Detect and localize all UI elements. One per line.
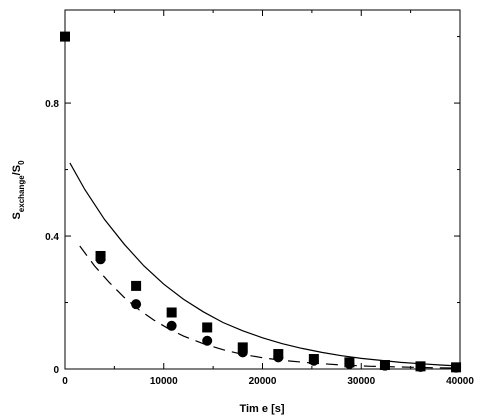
axis-ticks: [64, 10, 461, 370]
square-marker: [131, 280, 142, 291]
square-marker: [202, 322, 213, 333]
circle-marker: [451, 362, 462, 373]
circle-marker: [379, 360, 390, 371]
data-markers: [60, 31, 462, 373]
dashed-fit-curve: [79, 245, 461, 369]
circle-marker: [308, 355, 319, 366]
circle-marker: [415, 362, 426, 373]
y-axis-title-sub1: exchange: [17, 175, 26, 212]
plot-frame: [64, 9, 461, 370]
x-tick-label: 30000: [347, 376, 375, 387]
square-marker: [166, 307, 177, 318]
y-tick-label: 0.8: [45, 99, 59, 110]
circle-marker: [131, 299, 142, 310]
fit-curves: [69, 162, 461, 369]
y-tick-label: 0.4: [45, 232, 59, 243]
y-tick-label: 0: [53, 365, 59, 376]
x-tick-label: 40000: [446, 376, 474, 387]
circle-marker: [273, 352, 284, 363]
y-axis-title-mid: /S: [11, 165, 23, 175]
x-tick-label: 10000: [150, 376, 178, 387]
x-tick-label: 0: [62, 376, 68, 387]
x-tick-label: 20000: [249, 376, 277, 387]
circle-marker: [237, 347, 248, 358]
y-axis-title-main: S: [11, 212, 23, 219]
circle-marker: [202, 335, 213, 346]
solid-fit-curve: [69, 162, 461, 367]
y-axis-title: Sexchange/S0: [11, 160, 26, 220]
y-axis-title-sub2: 0: [17, 160, 26, 165]
axis-tick-labels: 0 10000 20000 30000 40000 0 0.4 0.8: [45, 99, 474, 387]
x-axis-title: Tim e [s]: [239, 403, 284, 415]
square-marker: [60, 31, 70, 42]
circle-marker: [95, 254, 106, 265]
circle-marker: [344, 359, 355, 370]
circle-marker: [166, 320, 177, 331]
